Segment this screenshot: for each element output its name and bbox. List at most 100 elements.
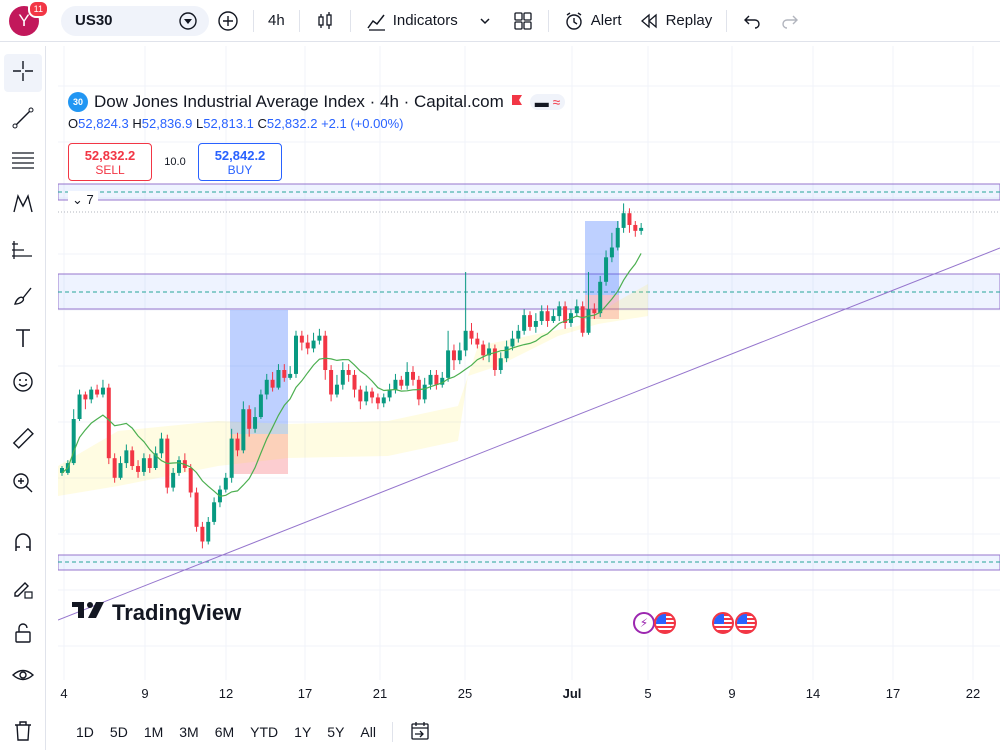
- us-flag-event-icon[interactable]: [712, 612, 734, 634]
- indicator-toggle-icon[interactable]: ▬ ≈: [529, 94, 566, 110]
- chevron-down-icon: [474, 10, 496, 32]
- symbol-info-icon[interactable]: [177, 10, 199, 32]
- range-1y[interactable]: 1Y: [294, 724, 312, 740]
- candle-body: [282, 370, 287, 378]
- candle-body: [130, 450, 135, 467]
- time-axis-label: 21: [372, 686, 388, 701]
- indicators-button[interactable]: Indicators: [357, 6, 466, 36]
- candle-body: [89, 389, 94, 400]
- alert-button[interactable]: Alert: [555, 6, 630, 36]
- interval-button[interactable]: 4h: [260, 6, 293, 36]
- ohlc-values: O52,824.3 H52,836.9 L52,813.1 C52,832.2 …: [68, 116, 565, 131]
- candle-body: [615, 227, 620, 248]
- range-6m[interactable]: 6M: [214, 724, 235, 740]
- alarm-clock-icon: [563, 10, 585, 32]
- candle-body: [580, 306, 585, 333]
- remove-drawings-tool[interactable]: [4, 714, 42, 752]
- time-axis[interactable]: 4 9 12 17 21 25 Jul 5 9 14 17 22: [58, 682, 1000, 708]
- candle-body: [469, 330, 474, 339]
- candle-body: [264, 379, 269, 395]
- candle-body: [370, 391, 375, 398]
- time-axis-label: 17: [297, 686, 313, 701]
- symbol-search[interactable]: US30: [61, 5, 209, 36]
- candle-body: [393, 379, 398, 390]
- ruler-icon: [11, 426, 35, 455]
- fib-tool[interactable]: [4, 143, 42, 181]
- text-tool[interactable]: [4, 321, 42, 359]
- plus-circle-icon: [217, 10, 239, 32]
- low-label: L: [195, 116, 204, 131]
- buy-label: BUY: [227, 162, 253, 177]
- tv-logo-text: TradingView: [112, 600, 242, 625]
- candle-body: [551, 316, 556, 321]
- range-all[interactable]: All: [360, 724, 376, 740]
- open-label: O: [68, 116, 79, 131]
- pattern-tool[interactable]: [4, 187, 42, 225]
- candle-body: [375, 397, 380, 404]
- lock-drawings-tool[interactable]: [4, 572, 42, 610]
- tv-logo-icon: [72, 600, 108, 626]
- symbol-name: US30: [75, 12, 113, 29]
- replay-button[interactable]: Replay: [630, 6, 721, 36]
- candle-body: [212, 502, 217, 522]
- chart-title[interactable]: Dow Jones Industrial Average Index · 4h …: [94, 92, 504, 111]
- price-chart[interactable]: [57, 46, 1000, 680]
- chart-legend: 30 Dow Jones Industrial Average Index · …: [68, 92, 566, 131]
- ruler-tool[interactable]: [4, 421, 42, 459]
- candle-body: [229, 438, 234, 478]
- candle-body: [100, 387, 105, 395]
- compare-button[interactable]: [209, 6, 247, 36]
- time-axis-label: 9: [728, 686, 736, 701]
- candle-body: [223, 477, 228, 490]
- brush-tool[interactable]: [4, 279, 42, 317]
- buy-price: 52,842.2: [214, 147, 266, 163]
- trend-line-icon: [11, 106, 35, 135]
- user-avatar[interactable]: Y 11: [9, 0, 49, 36]
- range-1d[interactable]: 1D: [76, 724, 94, 740]
- brush-icon: [11, 284, 35, 313]
- crosshair-icon: [11, 59, 35, 88]
- layouts-button[interactable]: [504, 6, 542, 36]
- us-flag-event-icon[interactable]: [735, 612, 757, 634]
- alert-label: Alert: [590, 12, 622, 29]
- indicators-collapse-button[interactable]: ⌄ 7: [68, 191, 98, 209]
- range-5d[interactable]: 5D: [109, 724, 128, 740]
- lock-tool[interactable]: [4, 616, 42, 654]
- buy-button[interactable]: 52,842.2 BUY: [198, 143, 282, 181]
- forecast-tool[interactable]: [4, 233, 42, 271]
- go-to-date-button[interactable]: [401, 720, 439, 745]
- trend-line-tool[interactable]: [4, 101, 42, 139]
- long-position-stop: [230, 434, 288, 474]
- change-value: +2.1 (+0.00%): [321, 116, 404, 131]
- candle-body: [487, 348, 492, 356]
- range-1m[interactable]: 1M: [143, 724, 164, 740]
- undo-button[interactable]: [733, 6, 771, 36]
- candle-body: [253, 417, 258, 429]
- cloud-band: [58, 284, 648, 496]
- candle-body: [545, 311, 550, 321]
- chart-type-button[interactable]: [306, 6, 344, 36]
- horizontal-lines-icon: [10, 148, 36, 177]
- indicators-dropdown[interactable]: [466, 6, 504, 36]
- range-ytd[interactable]: YTD: [250, 724, 279, 740]
- range-5y[interactable]: 5Y: [327, 724, 345, 740]
- candle-body: [106, 387, 111, 459]
- sell-button[interactable]: 52,832.2 SELL: [68, 143, 152, 181]
- candle-body: [270, 379, 275, 388]
- crosshair-tool[interactable]: [4, 54, 42, 92]
- candle-body: [247, 409, 252, 429]
- candle-body: [329, 370, 334, 395]
- hide-drawings-tool[interactable]: [4, 658, 42, 696]
- separator: [298, 9, 300, 32]
- redo-button[interactable]: [771, 6, 809, 36]
- magnet-tool[interactable]: [4, 526, 42, 564]
- dividend-event-icon[interactable]: ⚡: [633, 612, 655, 634]
- range-3m[interactable]: 3M: [179, 724, 199, 740]
- chart-pane[interactable]: [57, 46, 1000, 680]
- us-flag-event-icon[interactable]: [654, 612, 676, 634]
- candle-body: [609, 247, 614, 258]
- candle-body: [411, 371, 415, 380]
- candle-body: [177, 460, 181, 473]
- zoom-tool[interactable]: [4, 466, 42, 504]
- emoji-tool[interactable]: [4, 365, 42, 403]
